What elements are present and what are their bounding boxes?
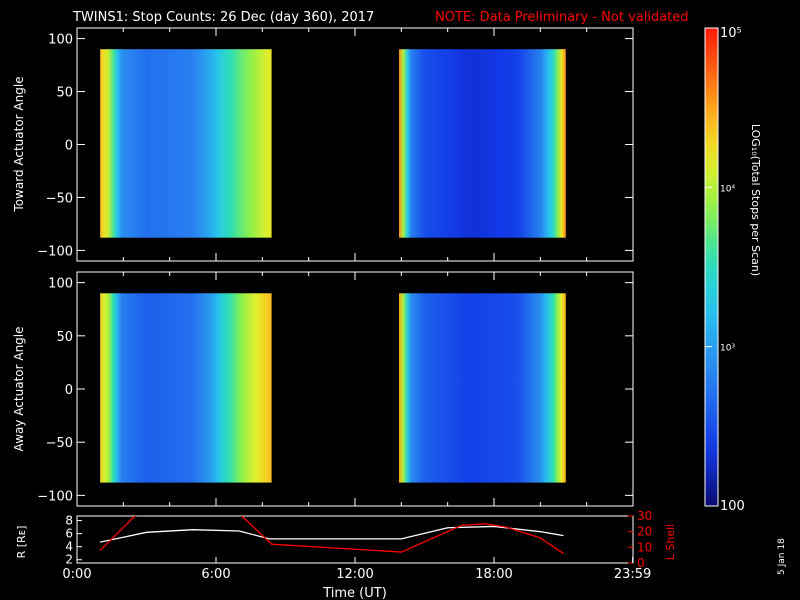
l-shell-tick-label: 0 xyxy=(637,556,645,570)
radius-tick-label: 2 xyxy=(65,553,73,567)
time-tick-label: 0:00 xyxy=(62,567,91,582)
heatmap-segment-1 xyxy=(100,49,272,238)
y-tick-label: −50 xyxy=(46,191,73,206)
y-tick-label: 50 xyxy=(56,86,73,101)
colorbar-tick-label: 10⁵ xyxy=(720,26,742,41)
colorbar: 100 10³ 10⁴ 10⁵ LOG₁₀(Total Stops per Scan) xyxy=(704,26,762,514)
toward-actuator-panel: −100 −50 0 50 100 Toward Actuator Angle xyxy=(12,27,634,262)
y-tick-label: 50 xyxy=(56,330,73,345)
radius-tick-label: 8 xyxy=(65,514,73,528)
radius-tick-label: 6 xyxy=(65,527,73,541)
l-shell-tick-label: 10 xyxy=(637,540,652,554)
away-actuator-panel: −100 −50 0 50 100 Away Actuator Angle xyxy=(12,271,634,507)
l-shell-line xyxy=(99,516,564,555)
y-tick-label: 100 xyxy=(48,277,73,292)
heatmap-segment-2 xyxy=(399,293,566,483)
l-shell-tick-label: 30 xyxy=(637,509,652,523)
radius-axis-label: R [Rᴇ] xyxy=(15,526,28,559)
heatmap-segment-1 xyxy=(100,293,272,483)
orbit-panel-frame xyxy=(76,515,634,564)
colorbar-label: LOG₁₀(Total Stops per Scan) xyxy=(749,124,762,276)
x-axis-label: Time (UT) xyxy=(322,586,387,600)
time-tick-label: 6:00 xyxy=(201,567,230,582)
y-tick-label: −100 xyxy=(37,244,73,259)
radius-line xyxy=(100,525,564,543)
preliminary-note: NOTE: Data Preliminary - Not validated xyxy=(435,10,689,25)
time-tick-label: 23:59 xyxy=(614,567,651,582)
heatmap-segment-2 xyxy=(399,49,566,238)
y-tick-label: 100 xyxy=(48,33,73,48)
colorbar-tick-label: 10³ xyxy=(720,344,735,354)
radius-tick-label: 4 xyxy=(65,540,73,554)
time-tick-label: 18:00 xyxy=(475,567,512,582)
y-tick-label: −50 xyxy=(46,436,73,451)
colorbar-tick-label: 100 xyxy=(720,499,745,514)
y-tick-label: 0 xyxy=(65,383,73,398)
away-y-axis-label: Away Actuator Angle xyxy=(12,326,26,451)
chart-title: TWINS1: Stop Counts: 26 Dec (day 360), 2… xyxy=(72,10,374,25)
y-tick-label: 0 xyxy=(65,139,73,154)
colorbar-gradient xyxy=(704,27,719,507)
l-shell-tick-label: 20 xyxy=(637,525,652,539)
footer-date: 5 Jan 18 xyxy=(777,538,787,575)
y-tick-label: −100 xyxy=(37,489,73,504)
toward-y-axis-label: Toward Actuator Angle xyxy=(12,76,26,212)
colorbar-tick-label: 10⁴ xyxy=(720,184,735,194)
l-shell-axis-label: L Shell xyxy=(664,524,677,560)
time-tick-label: 12:00 xyxy=(336,567,373,582)
